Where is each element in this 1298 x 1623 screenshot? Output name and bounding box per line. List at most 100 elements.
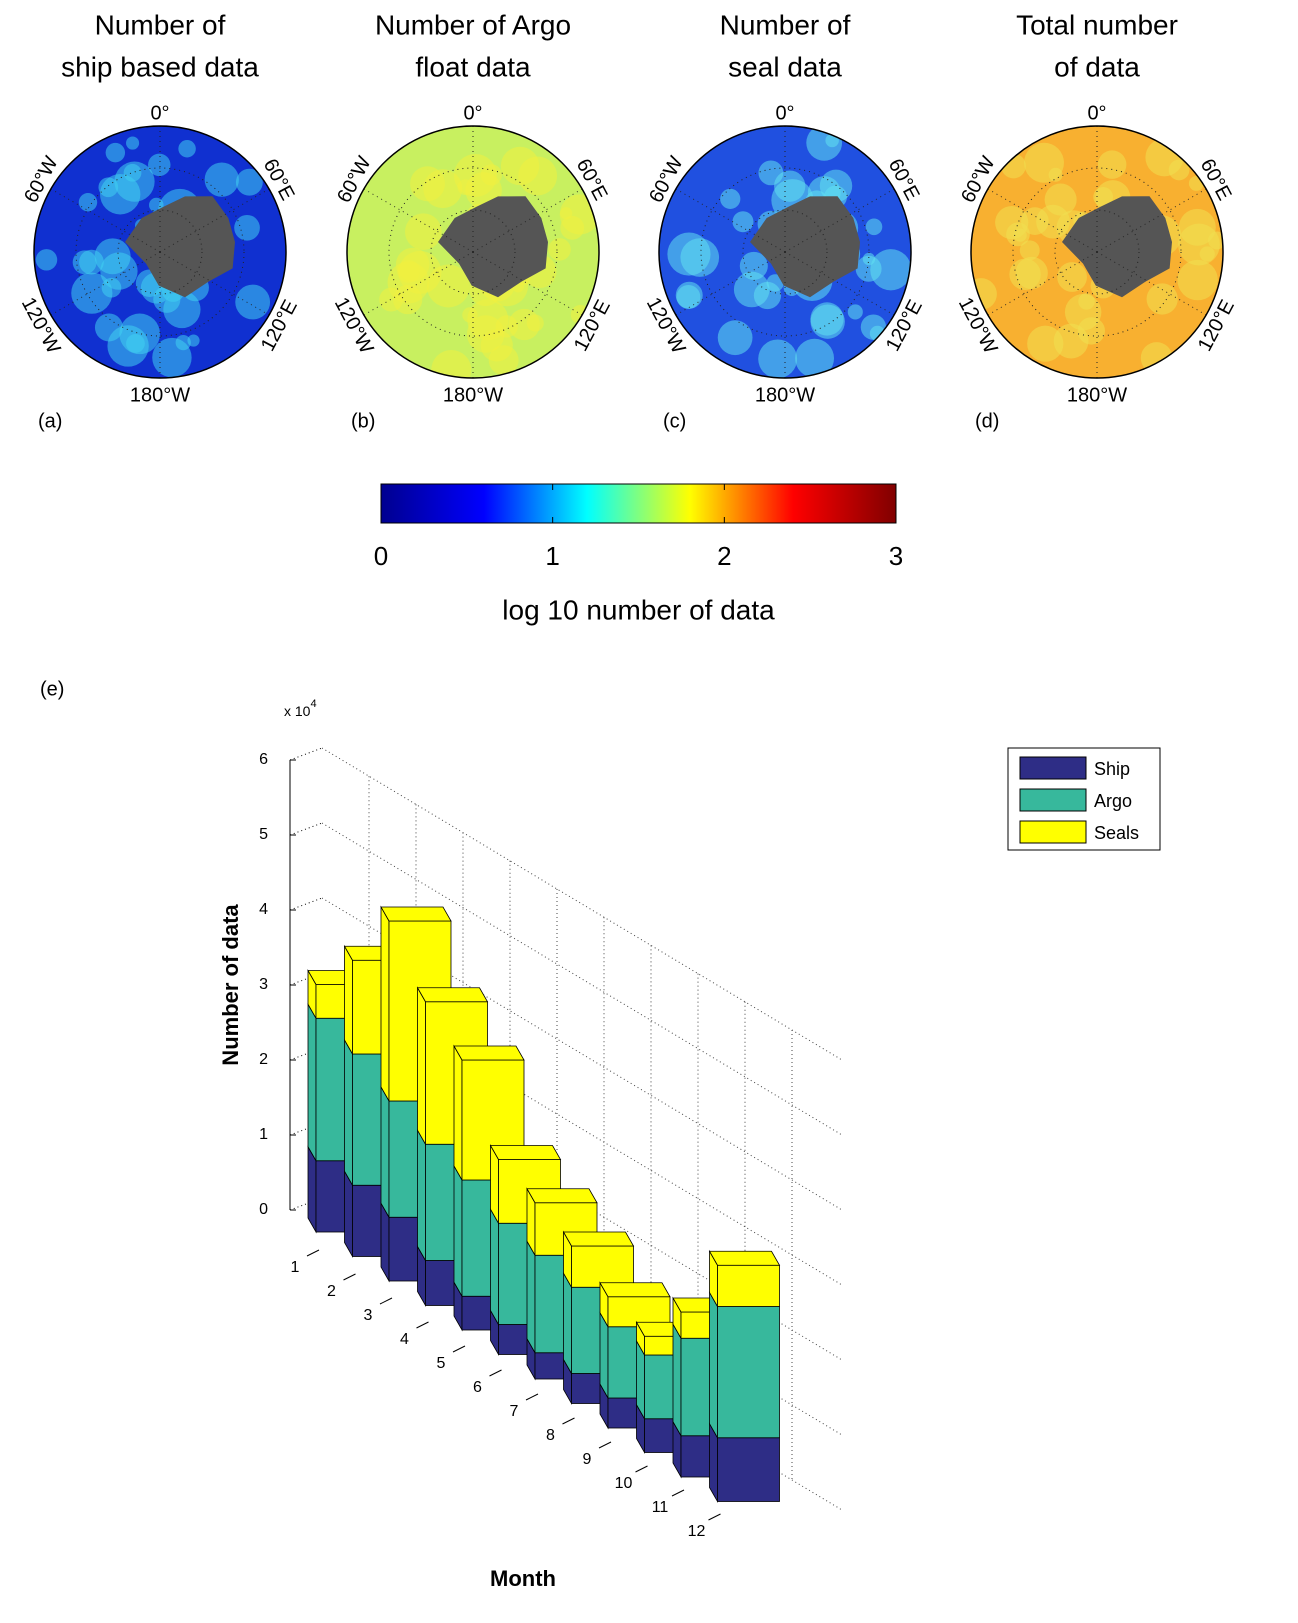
x-tick-label: 6 bbox=[473, 1379, 482, 1396]
bar-side bbox=[344, 1038, 353, 1187]
map-blob bbox=[431, 349, 472, 378]
map-blob bbox=[126, 136, 140, 150]
map-title: Number of bbox=[720, 9, 851, 40]
map-blob bbox=[870, 249, 911, 291]
x-tick bbox=[635, 1465, 648, 1473]
antarctica bbox=[750, 196, 860, 298]
lat-circle bbox=[430, 209, 516, 295]
bar-top bbox=[489, 1145, 562, 1160]
map-blob bbox=[35, 249, 58, 271]
x-tick-label: 5 bbox=[437, 1355, 446, 1372]
map-blob bbox=[405, 213, 442, 251]
bar-side bbox=[563, 1271, 572, 1376]
y-tick bbox=[289, 897, 323, 911]
y-scale-label: x 104 bbox=[284, 698, 317, 719]
bar-segment bbox=[717, 1264, 780, 1307]
map-blob bbox=[235, 284, 271, 320]
lon-label: 180°W bbox=[1067, 384, 1127, 406]
panel-label: (b) bbox=[351, 410, 375, 432]
bar-top bbox=[380, 906, 452, 922]
legend-swatch bbox=[1019, 820, 1087, 844]
map-blob bbox=[1053, 323, 1089, 359]
x-tick bbox=[525, 1393, 539, 1401]
bar-side bbox=[672, 1322, 682, 1438]
meridian bbox=[784, 251, 895, 316]
lat-circle bbox=[117, 209, 203, 295]
bar-top bbox=[526, 1188, 598, 1204]
x-tick bbox=[416, 1321, 429, 1329]
map-blob bbox=[1064, 293, 1102, 331]
map-blob bbox=[559, 207, 573, 220]
map-blob bbox=[1177, 259, 1218, 301]
x-tick bbox=[562, 1417, 575, 1425]
lat-circle bbox=[700, 167, 870, 337]
legend-label: Argo bbox=[1094, 791, 1132, 811]
colorbar-tick-label: 1 bbox=[545, 541, 559, 571]
lon-label: 0° bbox=[775, 102, 794, 124]
map-blob bbox=[72, 250, 97, 275]
colorbar-label: log 10 number of data bbox=[502, 594, 775, 625]
antarctica bbox=[438, 196, 548, 298]
y-tick-label: 0 bbox=[259, 1201, 268, 1218]
lat-circle bbox=[1054, 209, 1140, 295]
map-title: Number of bbox=[95, 9, 226, 40]
x-tick-label: 3 bbox=[364, 1307, 373, 1324]
map-blob bbox=[71, 272, 113, 314]
map-blob bbox=[393, 284, 423, 315]
y-tick-label: 4 bbox=[259, 901, 268, 918]
map-blob bbox=[810, 304, 845, 339]
map-blob bbox=[548, 238, 571, 261]
x-tick bbox=[343, 1273, 356, 1281]
map-field bbox=[34, 126, 286, 378]
panel-label: (e) bbox=[40, 678, 64, 700]
y-tick-label: 2 bbox=[259, 1051, 268, 1068]
map-blob bbox=[1019, 240, 1040, 261]
map-blob bbox=[717, 320, 753, 356]
bar-side bbox=[417, 986, 426, 1146]
map-blob bbox=[1146, 283, 1178, 315]
map-blob bbox=[105, 142, 126, 163]
x-tick-label: 9 bbox=[583, 1451, 592, 1468]
map-blob bbox=[1188, 175, 1204, 191]
meridian bbox=[675, 188, 786, 253]
map-blob bbox=[518, 156, 558, 196]
map-field bbox=[347, 126, 599, 378]
bar-side bbox=[380, 905, 390, 1103]
x-tick bbox=[489, 1369, 502, 1377]
meridian bbox=[50, 251, 161, 316]
map-blob bbox=[869, 325, 886, 342]
map-blob bbox=[100, 252, 138, 290]
map-blob bbox=[1168, 159, 1190, 181]
legend-swatch bbox=[1019, 756, 1087, 780]
x-tick bbox=[306, 1249, 320, 1257]
meridian bbox=[363, 188, 474, 253]
bar-side bbox=[453, 1164, 463, 1298]
legend-label: Seals bbox=[1094, 823, 1139, 843]
bar-side bbox=[417, 1128, 426, 1263]
lon-label: 180°W bbox=[130, 384, 190, 406]
map-blob bbox=[234, 214, 260, 241]
map-blob bbox=[526, 314, 544, 332]
map-blob bbox=[94, 313, 123, 342]
map-blob bbox=[99, 174, 141, 215]
bar-side bbox=[599, 1311, 609, 1400]
map-title: Number of Argo bbox=[375, 9, 571, 40]
map-blob bbox=[1027, 325, 1064, 362]
lat-circle bbox=[75, 167, 245, 337]
meridian bbox=[987, 188, 1098, 253]
antarctica bbox=[1062, 196, 1172, 298]
x-tick bbox=[452, 1345, 466, 1353]
map-blob bbox=[148, 153, 171, 177]
bar-side bbox=[344, 944, 353, 1056]
y-scale-exponent: 4 bbox=[310, 698, 316, 710]
bar-side bbox=[526, 1239, 536, 1355]
bar-top bbox=[599, 1282, 671, 1298]
map-blob bbox=[78, 193, 98, 212]
map-blob bbox=[1057, 262, 1087, 292]
y-tick bbox=[289, 822, 323, 836]
map-blob bbox=[774, 170, 806, 202]
map-blob bbox=[1048, 167, 1063, 182]
bar-side bbox=[490, 1207, 499, 1327]
map-blob bbox=[758, 339, 798, 378]
